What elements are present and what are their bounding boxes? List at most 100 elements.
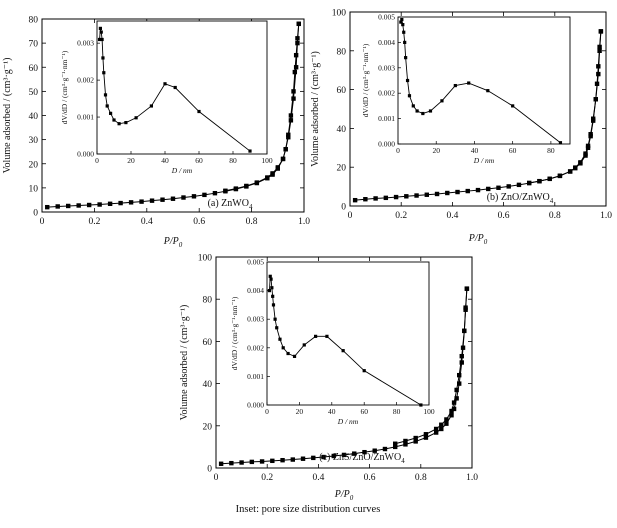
inset-y-axis-label: dV/dD / (cm³·g⁻¹·nm⁻¹) <box>230 296 239 370</box>
isotherm-point <box>352 451 357 456</box>
pore-size-point <box>286 351 290 356</box>
pore-size-point <box>278 337 282 341</box>
x-tick-label: 0 <box>214 473 219 483</box>
x-axis-label-main: P/P <box>468 233 484 244</box>
x-tick-label: 0.4 <box>141 217 153 227</box>
pore-size-point <box>411 104 415 108</box>
y-tick-label: 50 <box>29 88 39 98</box>
pore-size-point <box>163 82 167 86</box>
y-tick-label: 40 <box>337 125 347 135</box>
isotherm-point <box>451 406 457 412</box>
panel-label-main: (a) ZnWO <box>208 198 249 209</box>
inset-chart: 0 20 40 60 80 100 0.000 0.001 0.002 0.003 0.004 0.0… <box>230 258 435 427</box>
inset-x-tick-label: 20 <box>296 407 304 416</box>
bottom-strip <box>0 518 617 528</box>
y-tick-label: 100 <box>332 9 347 19</box>
pore-size-point <box>271 303 276 307</box>
pore-size-point <box>428 109 433 113</box>
isotherm-point <box>286 135 291 140</box>
pore-size-point <box>440 99 444 103</box>
inset-frame <box>397 16 571 145</box>
x-tick-label: 0.6 <box>498 211 510 221</box>
isotherm-point <box>293 65 299 70</box>
inset-chart: 0 20 40 60 80 0.000 0.001 0.002 0.003 0.004 0.005 D… <box>361 13 571 165</box>
isotherm-point <box>557 173 563 179</box>
inset-x-tick-label: 80 <box>229 156 237 165</box>
x-tick-label: 0.6 <box>364 473 376 483</box>
inset-x-tick-label: 0 <box>95 156 99 165</box>
isotherm-point <box>254 180 260 185</box>
isotherm-point <box>288 118 294 123</box>
x-tick-label: 0.4 <box>312 473 324 483</box>
inset-x-tick-label: 40 <box>471 146 479 155</box>
y-tick-label: 30 <box>29 136 39 146</box>
pore-size-point <box>149 104 153 108</box>
isotherm-point <box>233 186 239 191</box>
x-axis-label-main: P/P <box>163 236 179 247</box>
pore-size-point <box>407 94 412 98</box>
isotherm-point <box>280 156 286 162</box>
pore-size-point <box>403 40 407 44</box>
isotherm-point <box>291 89 296 94</box>
isotherm-point <box>275 165 280 170</box>
isotherm-point <box>588 132 593 137</box>
figure-caption: Inset: pore size distribution curves <box>236 504 381 515</box>
isotherm-point <box>457 381 462 386</box>
isotherm-point <box>66 203 71 209</box>
panel-label: (b) ZnO/ZnWO4 <box>487 192 554 205</box>
isotherm-point <box>459 353 464 359</box>
isotherm-point <box>578 160 583 165</box>
inset-x-axis-label: D / nm <box>337 417 359 426</box>
isotherm-point <box>433 426 439 432</box>
inset-y-tick-label: 0.000 <box>247 401 264 410</box>
isotherm-point <box>107 201 113 206</box>
pore-size-point <box>268 274 272 278</box>
isotherm-point <box>486 186 491 192</box>
x-axis-label: P/P0 <box>334 489 354 502</box>
pore-size-point <box>267 289 272 293</box>
inset-chart: 0 20 40 60 80 100 0.000 0.001 0.002 0.003 D / nm dV… <box>60 20 273 175</box>
isotherm-point <box>455 189 460 195</box>
x-tick-label: 0.8 <box>415 473 427 483</box>
x-tick-label: 0.6 <box>193 217 205 227</box>
isotherm-point <box>372 448 377 453</box>
inset-frame <box>266 261 430 406</box>
isotherm-point <box>223 188 228 193</box>
y-tick-label: 80 <box>337 47 347 57</box>
pore-size-point <box>402 30 406 34</box>
isotherm-point <box>414 193 419 198</box>
isotherm-point <box>516 182 522 188</box>
y-tick-label: 20 <box>29 160 39 170</box>
isotherm-point <box>413 435 418 441</box>
panel-label-main: (c) ZnS/ZnO/ZnWO <box>319 452 401 463</box>
pore-size-point <box>292 354 297 358</box>
isotherm-point <box>464 286 470 291</box>
isotherm-point <box>393 194 399 200</box>
panel-label: (c) ZnS/ZnO/ZnWO4 <box>319 452 405 465</box>
pore-size-point <box>511 104 515 108</box>
y-tick-label: 20 <box>203 422 213 432</box>
isotherm-point <box>229 460 234 466</box>
panel-label-sub: 4 <box>550 197 554 205</box>
pore-size-point <box>100 37 104 42</box>
x-axis-label: P/P0 <box>468 233 488 246</box>
isotherm-point <box>128 200 134 205</box>
pore-size-point <box>421 111 425 116</box>
x-axis-label-sub: 0 <box>484 238 488 246</box>
isotherm-point <box>118 200 123 206</box>
isotherm-point <box>506 184 511 189</box>
isotherm-point <box>585 143 591 149</box>
isotherm-point <box>311 455 316 461</box>
y-tick-label: 0 <box>33 209 38 219</box>
pore-size-point <box>401 23 405 27</box>
isotherm-point <box>423 435 429 440</box>
y-tick-label: 80 <box>29 16 39 26</box>
inset-y-tick-label: 0.001 <box>247 372 264 381</box>
y-tick-label: 20 <box>337 164 347 174</box>
inset-y-axis-label: dV/dD / (cm³·g⁻¹·nm⁻¹) <box>361 43 370 117</box>
isotherm-point <box>292 69 298 75</box>
pore-size-point <box>101 56 105 60</box>
isotherm-point <box>291 96 296 101</box>
